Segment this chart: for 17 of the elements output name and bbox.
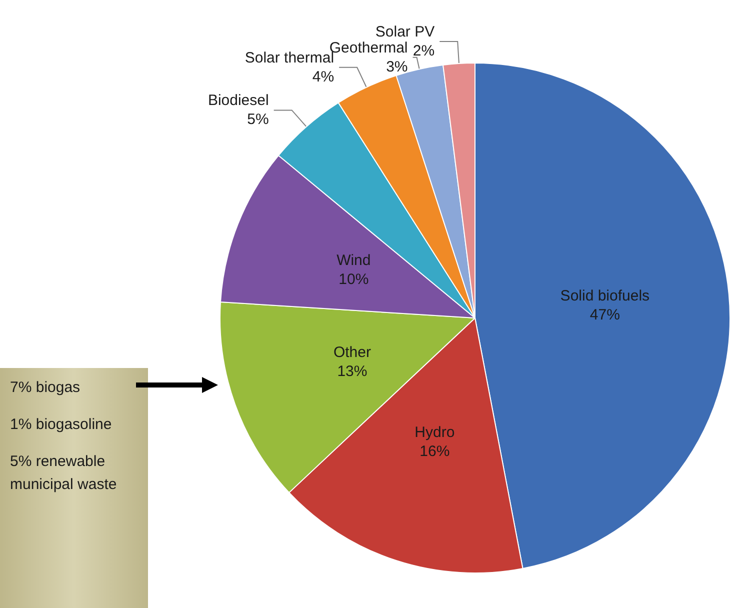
data-label: 2% <box>412 42 435 60</box>
data-label: 5% <box>247 111 269 128</box>
slice-label: Wind <box>336 252 371 269</box>
data-label: 47% <box>590 306 620 324</box>
slice-label: Biodiesel <box>208 92 269 110</box>
data-label: 10% <box>338 270 369 288</box>
data-label: 13% <box>337 363 368 380</box>
text: 5% renewable municipal waste <box>10 452 118 495</box>
slice-label: Solar PV <box>375 24 435 41</box>
data-label: 4% <box>312 68 334 86</box>
text: 7% biogas <box>10 378 82 398</box>
slice-label: Other <box>333 344 371 362</box>
data-label: 16% <box>420 443 450 460</box>
data-label: 3% <box>386 58 408 76</box>
slice-label: Hydro <box>414 424 455 442</box>
text: 1% biogasoline <box>10 415 113 435</box>
slice-label: Solid biofuels <box>560 288 650 305</box>
